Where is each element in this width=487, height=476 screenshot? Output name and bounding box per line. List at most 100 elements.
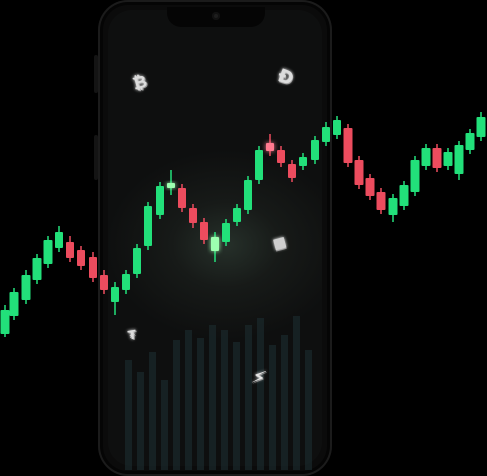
volume-bar bbox=[221, 330, 228, 470]
candle-body bbox=[421, 148, 431, 166]
candle-body bbox=[0, 310, 10, 334]
candle-body bbox=[376, 192, 386, 210]
candle-body bbox=[322, 127, 330, 142]
front-camera bbox=[212, 12, 220, 20]
candle-body bbox=[432, 148, 442, 168]
candle bbox=[354, 156, 364, 189]
volume-bar bbox=[293, 316, 300, 470]
candle bbox=[399, 181, 409, 210]
candle bbox=[454, 141, 464, 180]
candle bbox=[233, 204, 241, 226]
volume-bar bbox=[197, 338, 204, 470]
candle bbox=[100, 270, 108, 294]
candle bbox=[133, 244, 141, 278]
candle bbox=[167, 170, 175, 195]
candle-body bbox=[266, 143, 274, 151]
volume-bar bbox=[305, 350, 312, 470]
candle bbox=[333, 116, 341, 139]
candle bbox=[322, 122, 330, 146]
candle-body bbox=[311, 140, 319, 160]
candle bbox=[122, 270, 130, 294]
candle bbox=[43, 236, 53, 268]
candle-body bbox=[233, 208, 241, 222]
candle-body bbox=[365, 178, 375, 196]
candle bbox=[311, 136, 319, 164]
candle bbox=[277, 146, 285, 167]
candle bbox=[255, 146, 263, 184]
volume-bar bbox=[209, 325, 216, 470]
candle bbox=[365, 174, 375, 200]
candle bbox=[388, 194, 398, 222]
volume-bar bbox=[185, 330, 192, 470]
candle bbox=[443, 148, 453, 170]
volume-down-button[interactable] bbox=[94, 135, 98, 180]
volume-bar bbox=[281, 335, 288, 470]
candle-body bbox=[55, 232, 63, 248]
candle-body bbox=[476, 117, 486, 137]
candle-body bbox=[299, 157, 307, 166]
candle bbox=[211, 232, 219, 262]
candle-body bbox=[178, 188, 186, 208]
candle-body bbox=[9, 292, 19, 316]
candle bbox=[410, 156, 420, 196]
candle-body bbox=[144, 206, 152, 246]
candle bbox=[77, 246, 85, 270]
volume-bar bbox=[149, 352, 156, 470]
candle bbox=[421, 144, 431, 170]
candle bbox=[476, 112, 486, 141]
candle-body bbox=[222, 223, 230, 242]
candle-body bbox=[77, 250, 85, 266]
candle-body bbox=[211, 237, 219, 251]
candle-body bbox=[388, 198, 398, 215]
candle-body bbox=[32, 258, 42, 280]
candle bbox=[156, 182, 164, 219]
candle-body bbox=[277, 150, 285, 163]
candle-body bbox=[343, 128, 353, 163]
candle bbox=[222, 219, 230, 246]
candle bbox=[465, 129, 475, 154]
candle-body bbox=[133, 248, 141, 274]
candle-body bbox=[244, 180, 252, 210]
candle bbox=[299, 153, 307, 170]
candle bbox=[343, 124, 353, 167]
candle-body bbox=[66, 242, 74, 258]
candle bbox=[66, 236, 74, 262]
candle-body bbox=[399, 185, 409, 206]
candle-body bbox=[454, 145, 464, 174]
candle bbox=[376, 188, 386, 214]
volume-bar bbox=[269, 345, 276, 470]
candle-body bbox=[410, 160, 420, 192]
candle-body bbox=[122, 274, 130, 290]
candle-body bbox=[43, 240, 53, 264]
candle bbox=[32, 254, 42, 284]
candle-body bbox=[255, 150, 263, 180]
candle bbox=[432, 144, 442, 172]
volume-bar bbox=[125, 360, 132, 470]
candle-body bbox=[288, 164, 296, 178]
candle-body bbox=[89, 257, 97, 278]
candle-body bbox=[354, 160, 364, 185]
candle bbox=[266, 134, 274, 156]
candle-body bbox=[333, 120, 341, 135]
volume-bar bbox=[233, 342, 240, 470]
volume-bar bbox=[245, 325, 252, 470]
volume-bar bbox=[161, 380, 168, 470]
candle bbox=[55, 226, 63, 252]
volume-bar bbox=[137, 372, 144, 470]
candle bbox=[0, 305, 10, 337]
candle bbox=[9, 288, 19, 320]
volume-up-button[interactable] bbox=[94, 55, 98, 93]
volume-bar bbox=[257, 318, 264, 470]
volume-bar bbox=[173, 340, 180, 470]
candle-body bbox=[156, 186, 164, 215]
candle-body bbox=[21, 275, 31, 300]
candle-body bbox=[465, 133, 475, 150]
candle-body bbox=[167, 183, 175, 188]
candle-body bbox=[443, 152, 453, 166]
candle bbox=[21, 270, 31, 304]
candle bbox=[178, 184, 186, 212]
candle bbox=[111, 282, 119, 315]
